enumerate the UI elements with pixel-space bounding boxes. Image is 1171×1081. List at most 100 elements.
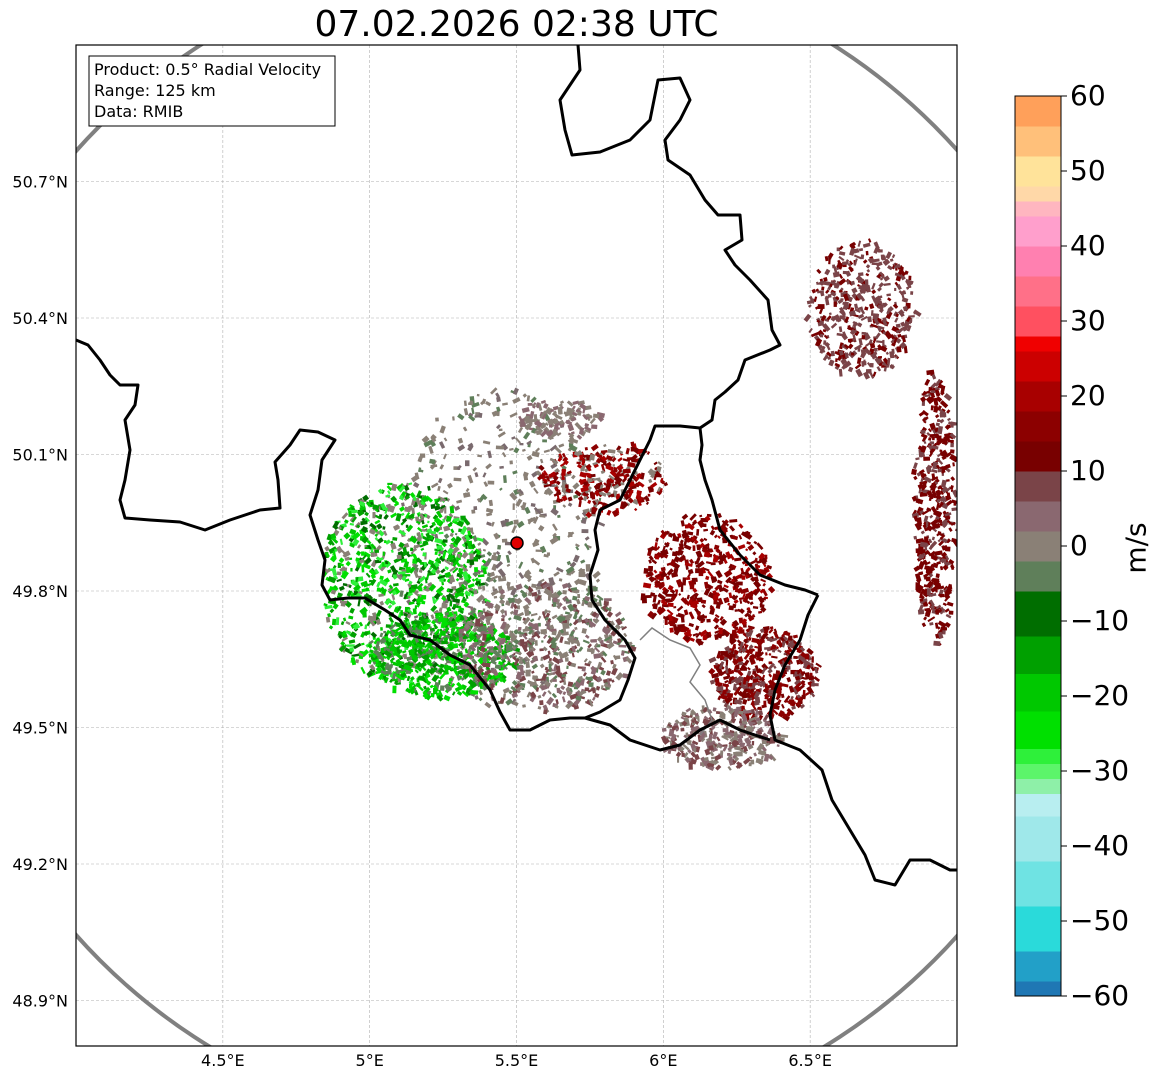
echo-pixel <box>650 481 658 489</box>
echo-pixel <box>463 400 467 407</box>
echo-pixel <box>327 576 337 584</box>
echo-pixel <box>378 556 384 562</box>
echo-pixel <box>482 472 487 478</box>
echo-pixel <box>440 685 445 691</box>
echo-pixel <box>652 604 655 607</box>
echo-pixel <box>760 578 767 583</box>
echo-pixel <box>480 671 485 676</box>
echo-pixel <box>557 406 563 415</box>
echo-pixel <box>768 652 772 656</box>
echo-pixel <box>460 643 465 649</box>
echo-pixel <box>499 631 507 640</box>
echo-pixel <box>543 449 551 454</box>
echo-pixel <box>887 265 893 271</box>
echo-pixel <box>512 646 517 650</box>
echo-pixel <box>342 630 347 636</box>
echo-pixel <box>350 657 357 666</box>
echo-pixel <box>596 676 603 683</box>
echo-pixel <box>461 690 469 698</box>
echo-pixel <box>703 528 709 532</box>
echo-pixel <box>492 578 497 583</box>
echo-pixel <box>812 680 815 687</box>
echo-pixel <box>577 666 583 669</box>
echo-pixel <box>424 577 428 584</box>
echo-pixel <box>683 609 689 616</box>
echo-pixel <box>414 605 418 610</box>
echo-pixel <box>553 651 559 656</box>
echo-pixel <box>811 656 814 663</box>
echo-pixel <box>860 254 865 260</box>
echo-pixel <box>493 532 500 540</box>
echo-pixel <box>556 615 564 624</box>
echo-pixel <box>606 611 614 618</box>
echo-pixel <box>716 686 724 692</box>
echo-pixel <box>376 537 384 544</box>
echo-pixel <box>727 765 732 771</box>
echo-pixel <box>565 484 569 488</box>
echo-pixel <box>372 511 376 519</box>
echo-pixel <box>654 473 658 477</box>
echo-pixel <box>935 609 940 615</box>
echo-pixel <box>869 342 876 349</box>
echo-pixel <box>600 455 608 463</box>
echo-pixel <box>360 642 365 646</box>
echo-pixel <box>369 528 375 534</box>
echo-pixel <box>558 578 563 582</box>
echo-pixel <box>739 667 747 671</box>
echo-pixel <box>450 683 456 688</box>
echo-pixel <box>499 487 503 491</box>
echo-pixel <box>444 566 449 571</box>
echo-pixel <box>434 551 438 556</box>
echo-pixel <box>362 563 371 570</box>
echo-pixel <box>355 550 362 556</box>
echo-pixel <box>431 674 439 683</box>
echo-pixel <box>419 513 425 519</box>
echo-pixel <box>420 619 427 627</box>
echo-pixel <box>380 656 385 661</box>
echo-pixel <box>601 627 610 636</box>
echo-pixel <box>948 527 953 532</box>
echo-pixel <box>764 683 768 690</box>
echo-pixel <box>429 667 437 674</box>
echo-pixel <box>473 589 478 595</box>
echo-pixel <box>388 629 396 637</box>
echo-pixel <box>405 512 411 519</box>
echo-pixel <box>387 604 393 609</box>
echo-pixel <box>705 561 712 565</box>
echo-pixel <box>405 687 412 694</box>
echo-pixel <box>356 509 365 517</box>
echo-pixel <box>375 670 381 675</box>
echo-pixel <box>645 501 650 506</box>
echo-pixel <box>486 572 491 577</box>
echo-pixel <box>603 486 611 494</box>
echo-pixel <box>435 589 444 596</box>
echo-pixel <box>533 414 538 420</box>
echo-pixel <box>548 672 553 676</box>
echo-pixel <box>385 563 391 568</box>
echo-pixel <box>440 504 446 510</box>
echo-pixel <box>600 656 607 663</box>
echo-pixel <box>867 316 872 323</box>
echo-pixel <box>390 483 398 492</box>
echo-pixel <box>480 399 486 406</box>
echo-pixel <box>738 523 744 529</box>
echo-pixel <box>549 628 557 632</box>
echo-pixel <box>420 532 424 538</box>
echo-pixel <box>691 536 695 541</box>
echo-pixel <box>395 624 401 628</box>
info-product: Product: 0.5° Radial Velocity <box>94 60 321 79</box>
echo-pixel <box>911 468 917 476</box>
echo-pixel <box>471 407 475 415</box>
echo-pixel <box>521 633 528 640</box>
echo-pixel <box>569 693 579 700</box>
echo-pixel <box>509 610 515 615</box>
echo-pixel <box>615 469 623 477</box>
echo-pixel <box>616 464 624 472</box>
echo-pixel <box>463 567 469 573</box>
echo-pixel <box>437 477 443 484</box>
echo-pixel <box>762 582 766 587</box>
echo-pixel <box>584 617 589 623</box>
echo-pixel <box>756 657 761 661</box>
echo-pixel <box>521 406 530 414</box>
echo-pixel <box>683 540 688 547</box>
